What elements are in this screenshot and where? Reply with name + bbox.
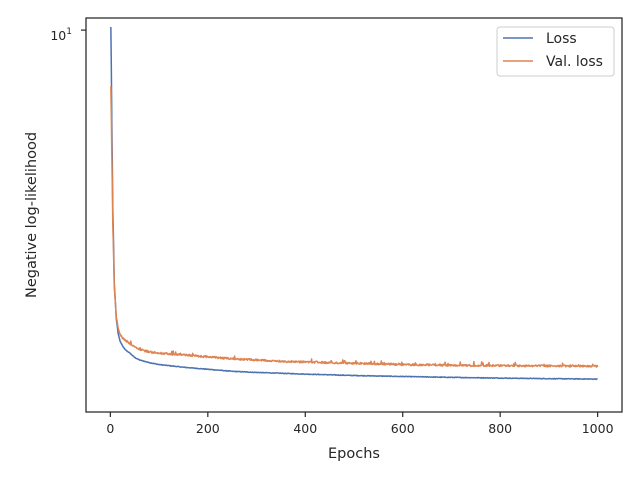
axes-frame <box>85 17 623 413</box>
x-tick-label: 200 <box>196 421 220 436</box>
y-tick-label-10: 101 <box>50 27 72 43</box>
axis-ticks: 0 200 400 600 800 1000 <box>81 29 614 436</box>
x-tick-label: 400 <box>293 421 317 436</box>
plot-area <box>110 26 599 381</box>
series-line-loss <box>110 26 598 381</box>
x-tick-label: 0 <box>106 421 114 436</box>
y-axis-label: Negative log-likelihood <box>24 132 40 298</box>
y-tick-label-exponent: 1 <box>66 27 72 37</box>
x-tick-label: 1000 <box>582 421 614 436</box>
y-tick-label-base: 10 <box>50 28 66 43</box>
series-line-val-loss <box>110 86 599 368</box>
x-tick-label: 800 <box>488 421 512 436</box>
x-tick-label: 600 <box>391 421 415 436</box>
x-axis-label: Epochs <box>328 446 380 462</box>
legend-label-loss: Loss <box>546 31 577 47</box>
legend-box <box>496 26 615 77</box>
legend-label-val-loss: Val. loss <box>546 54 603 70</box>
legend: Loss Val. loss <box>496 26 615 77</box>
